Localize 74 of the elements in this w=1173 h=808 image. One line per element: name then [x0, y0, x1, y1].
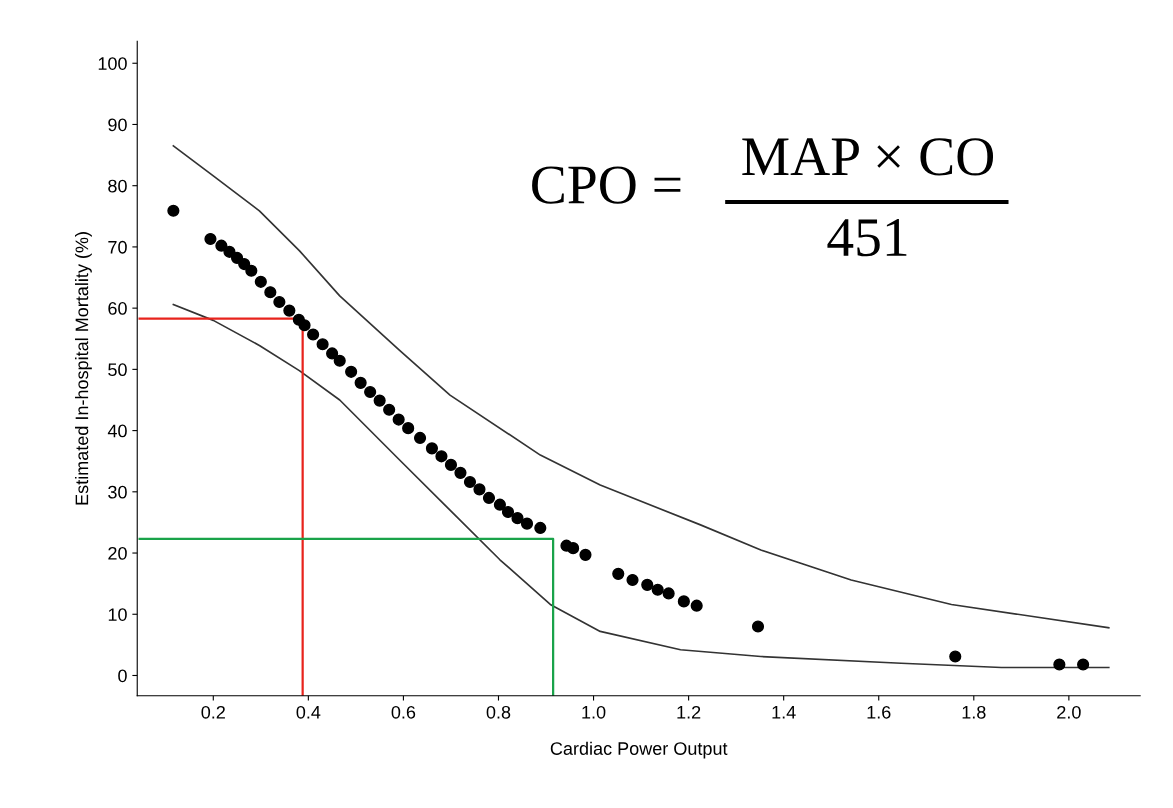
y-tick-label: 90 — [108, 118, 127, 132]
annotation: MAP × CO — [742, 138, 994, 176]
point — [677, 595, 690, 608]
point — [612, 567, 625, 580]
point — [264, 286, 277, 299]
point — [383, 403, 396, 416]
x-tick-label: 0.4 — [296, 705, 321, 719]
point — [473, 483, 486, 496]
x-axis-title: Cardiac Power Output — [550, 741, 728, 759]
point — [662, 587, 675, 600]
point — [444, 458, 458, 471]
y-tick-label: 0 — [118, 669, 127, 683]
point — [463, 475, 477, 489]
y-tick-label: 10 — [108, 608, 127, 621]
point — [245, 264, 258, 277]
point — [373, 394, 386, 407]
point — [641, 578, 654, 591]
point — [534, 521, 547, 535]
point — [364, 385, 377, 399]
point — [392, 413, 405, 426]
point — [626, 573, 639, 587]
point — [690, 599, 703, 612]
annotation: 451 — [827, 219, 907, 257]
point — [402, 422, 415, 435]
point — [567, 542, 580, 555]
point — [326, 347, 339, 360]
point — [215, 239, 228, 252]
point — [254, 275, 267, 288]
point — [751, 620, 765, 633]
point — [167, 204, 180, 217]
x-tick-label: 0.6 — [391, 705, 416, 719]
point — [298, 319, 311, 332]
point — [307, 328, 320, 341]
x-tick-label: 1.2 — [677, 705, 701, 719]
y-tick-label: 60 — [108, 302, 127, 315]
y-tick-label: 30 — [108, 485, 127, 499]
y-tick-label: 20 — [108, 546, 127, 560]
line-series — [172, 303, 1110, 669]
point — [579, 548, 592, 561]
point — [345, 365, 358, 378]
x-tick-label: 1.6 — [867, 705, 891, 719]
point — [413, 431, 427, 445]
point — [333, 354, 346, 367]
x-tick-label: 0.2 — [201, 705, 225, 719]
x-tick-label: 1.0 — [582, 705, 606, 719]
x-tick-label: 0.8 — [486, 705, 511, 719]
point — [1077, 658, 1090, 671]
point — [435, 450, 448, 463]
point — [511, 512, 524, 525]
point — [501, 505, 515, 519]
annotation: CPO = — [532, 166, 681, 204]
point — [204, 232, 217, 246]
point — [354, 376, 367, 389]
point — [949, 650, 962, 663]
point — [493, 498, 506, 511]
y-tick-label: 80 — [108, 179, 127, 193]
y-tick-label: 40 — [107, 424, 127, 438]
point — [273, 295, 286, 309]
point — [482, 491, 496, 505]
y-tick-label: 100 — [98, 57, 127, 70]
point — [1053, 658, 1066, 671]
point — [238, 257, 251, 271]
point — [425, 442, 439, 455]
y-axis-title: Estimated In-hospital Mortality (%) — [75, 232, 92, 505]
x-tick-label: 2.0 — [1057, 705, 1081, 719]
x-tick-label: 1.8 — [962, 705, 986, 719]
y-tick-label: 50 — [108, 363, 127, 377]
point — [283, 304, 296, 317]
point — [651, 583, 664, 596]
y-tick-label: 70 — [108, 240, 127, 254]
point — [454, 466, 467, 479]
point — [316, 338, 329, 351]
x-tick-label: 1.4 — [772, 706, 796, 719]
point — [520, 517, 534, 530]
